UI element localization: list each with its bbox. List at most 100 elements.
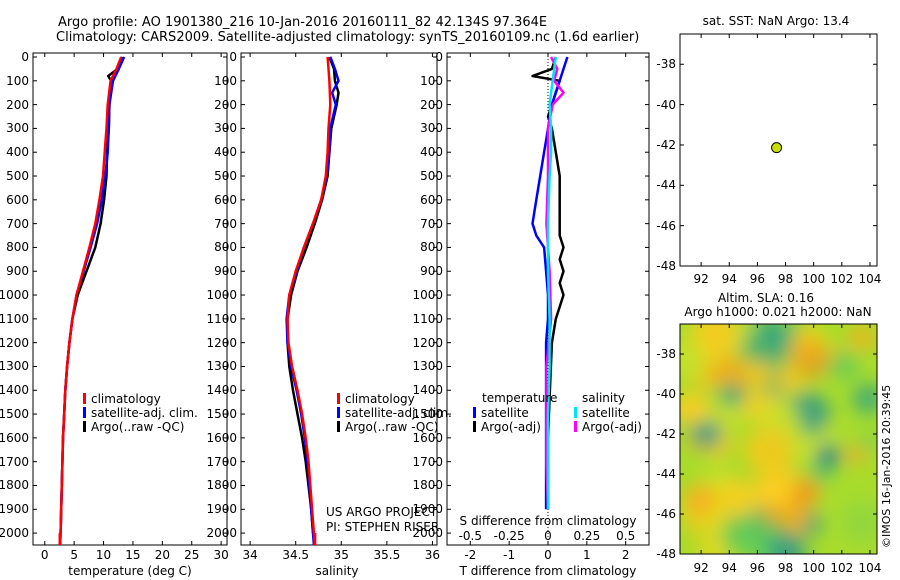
sla-blob [703,324,723,343]
depth-tick-label: 1800 [412,478,443,493]
legend-label: satellite-adj. clim. [91,406,198,420]
lat-tick-label: -38 [656,347,676,361]
temperature-axes [32,52,228,546]
depth-tick-label: 300 [214,121,237,136]
sla-blob [741,324,793,367]
sdiff-xlabel: S difference from climatology [459,514,637,528]
depth-tick-label: 300 [420,121,443,136]
legend3-s-satellite: satellite [574,407,630,419]
depth-tick-label: 100 [6,73,29,88]
depth-tick-label: 100 [214,73,237,88]
depth-tick-label: 600 [6,192,29,207]
depth-tick-label: 1300 [206,359,237,374]
depth-tick-label: 1200 [206,335,237,350]
depth-tick-label: 1100 [206,311,237,326]
depth-tick-label: 1300 [412,359,443,374]
imos-credit: ©IMOS 16-Jan-2016 20:39:45 [880,384,893,548]
sla-blob [768,532,807,554]
sla-blob [680,392,707,426]
depth-tick-label: 400 [6,145,29,160]
project-label: US ARGO PROJECT [326,505,438,519]
lon-tick-label: 100 [802,561,826,575]
salinity-xlabel: salinity [315,564,359,578]
s-tick-label: -0.25 [493,529,525,543]
legend-swatch-black [473,421,476,432]
depth-tick-label: 0 [21,50,29,64]
depth-tick-label: 800 [214,240,237,255]
depth-tick-label: 1200 [0,335,29,350]
series-climatology [58,56,123,545]
lon-tick-label: 96 [749,272,766,286]
legend2-argo: Argo(..raw -QC) [337,421,438,433]
x-tick-label: -1 [503,548,516,562]
sla-blob [721,514,759,552]
legend2-satellite: satellite-adj. clim. [337,407,452,419]
lat-tick-label: -42 [656,137,676,152]
depth-tick-label: 1100 [412,311,443,326]
legend3-t-satellite: satellite [473,407,529,419]
lat-tick-label: -48 [656,547,676,561]
depth-tick-label: 700 [214,216,237,231]
depth-tick-label: 100 [420,73,443,88]
sla-feature [684,484,716,516]
depth-tick-label: 2000 [412,526,443,541]
x-tick-label: -2 [464,548,477,562]
x-tick-label: 35 [333,548,349,562]
legend-label: Argo(..raw -QC) [91,420,185,434]
legend3-temperature-title: temperature [482,391,558,405]
depth-tick-label: 900 [420,264,443,279]
depth-tick-label: 900 [6,264,29,279]
legend1-climatology: climatology [83,393,161,405]
x-tick-label: 0 [40,548,49,562]
legend-label: Argo(-adj) [582,420,642,434]
depth-tick-label: 1100 [0,311,29,326]
x-tick-label: 30 [213,548,229,562]
lon-tick-label: 94 [721,272,737,286]
legend3-s-argo: Argo(-adj) [574,421,642,433]
x-tick-label: 34.5 [282,548,310,562]
sla-blob [680,338,706,381]
legend-label: satellite [582,406,630,420]
sla-map-title1: Altim. SLA: 0.16 [717,291,815,305]
depth-tick-label: 1600 [206,430,237,445]
sla-feature [850,326,874,350]
depth-tick-label: 700 [420,216,443,231]
lon-tick-label: 104 [858,561,882,575]
lon-tick-label: 100 [802,272,826,286]
x-tick-label: 0 [544,548,552,562]
lon-tick-label: 98 [777,561,794,575]
legend-swatch-blue [83,407,86,418]
legend-label: Argo(..raw -QC) [345,420,439,434]
depth-tick-label: 1400 [0,383,29,398]
legend-label: satellite-adj. clim. [345,406,452,420]
x-tick-label: 2 [621,548,630,562]
depth-tick-label: 1400 [412,383,443,398]
depth-tick-label: 0 [435,50,443,64]
sla-blob [685,517,705,537]
depth-tick-label: 1500 [206,407,237,422]
x-tick-label: 20 [154,548,170,562]
lat-tick-label: -46 [656,507,676,521]
lat-tick-label: -48 [656,259,676,273]
s-tick-label: -0.5 [458,529,483,543]
depth-tick-label: 200 [6,97,29,112]
legend-label: climatology [91,392,161,406]
legend-swatch-black [83,421,86,432]
lon-tick-label: 98 [777,272,794,286]
lat-tick-label: -42 [656,427,676,441]
sla-blob [852,382,877,415]
series-salinity-satellite [546,56,558,510]
depth-tick-label: 1000 [412,288,443,303]
sla-blob [789,339,830,380]
sla-map-title2: Argo h1000: 0.021 h2000: NaN [684,305,872,319]
x-tick-label: 10 [95,548,112,562]
legend-swatch-cyan [574,407,577,418]
legend-swatch-blue [473,407,476,418]
sla-blob [708,385,726,403]
depth-tick-label: 1600 [412,430,443,445]
depth-tick-label: 2000 [206,526,237,541]
sla-blob [704,463,729,488]
depth-tick-label: 0 [229,50,237,64]
figure-title-line2: Climatology: CARS2009. Satellite-adjuste… [56,30,640,45]
depth-tick-label: 1700 [0,454,29,469]
